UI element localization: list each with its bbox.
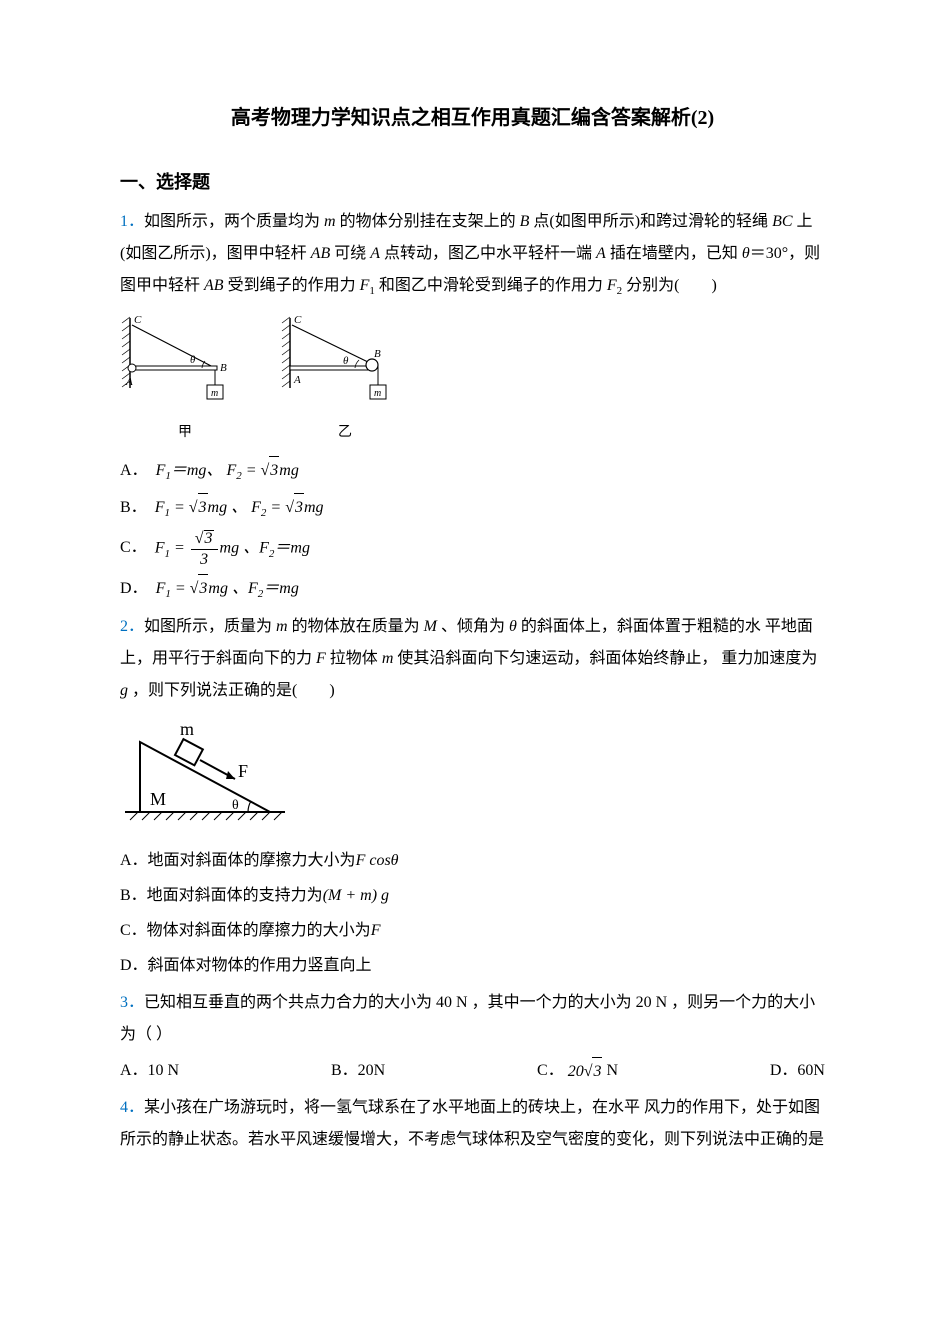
- q1-fig-right-label: 乙: [280, 420, 410, 445]
- diagram-yi-icon: C A θ B m: [280, 313, 410, 408]
- svg-text:θ: θ: [343, 355, 349, 367]
- q1-number: 1．: [120, 213, 144, 230]
- q4-text: 某小孩在广场游玩时，将一氢气球系在了水平地面上的砖块上，在水平 风力的作用下，处…: [120, 1099, 824, 1148]
- q1-fig-left-label: 甲: [120, 420, 250, 445]
- q3-optB: B．20N: [331, 1057, 385, 1087]
- svg-text:A: A: [125, 376, 133, 388]
- q2-t6: 使其沿斜面向下匀速运动，斜面体始终静止， 重力加速度为: [393, 650, 817, 667]
- q1-optB-letter: B．: [120, 494, 147, 523]
- svg-text:m: m: [211, 388, 218, 399]
- q1-options: A． F1＝mg、 F2 = √3mg B． F1 = √3mg 、 F2 = …: [120, 456, 825, 605]
- q1-optA-letter: A．: [120, 457, 148, 486]
- q3-optC: C．20√3 N: [537, 1057, 618, 1087]
- svg-text:θ: θ: [190, 354, 196, 366]
- svg-text:C: C: [134, 314, 142, 326]
- q2-optA-text: A．地面对斜面体的摩擦力大小为: [120, 847, 356, 876]
- svg-text:A: A: [293, 374, 301, 386]
- q4-number: 4．: [120, 1099, 144, 1116]
- question-3: 3．已知相互垂直的两个共点力合力的大小为 40 N ，其中一个力的大小为 20 …: [120, 987, 825, 1051]
- q3-optD: D．60N: [770, 1057, 825, 1087]
- q1-optD: D． F1 = √3mg 、F2＝mg: [120, 574, 825, 605]
- q2-optB: B．地面对斜面体的支持力为 (M + m) g: [120, 882, 825, 911]
- incline-diagram-icon: M θ m F: [120, 717, 290, 827]
- q1-figure-left: C A θ B m 甲: [120, 313, 250, 446]
- svg-text:C: C: [294, 314, 302, 326]
- q3-optA-text: A．10 N: [120, 1057, 179, 1086]
- svg-text:m: m: [180, 719, 194, 739]
- q2-optA: A．地面对斜面体的摩擦力大小为 F cosθ: [120, 847, 825, 876]
- diagram-jia-icon: C A θ B m: [120, 313, 250, 408]
- q1-figure-right: C A θ B m 乙: [280, 313, 410, 446]
- svg-text:θ: θ: [232, 798, 239, 813]
- q2-optB-text: B．地面对斜面体的支持力为: [120, 882, 323, 911]
- q1-t9: 受到绳子的作用力: [224, 277, 360, 294]
- q1-t11: 分别为( ): [622, 277, 717, 294]
- question-4: 4．某小孩在广场游玩时，将一氢气球系在了水平地面上的砖块上，在水平 风力的作用下…: [120, 1092, 825, 1156]
- q1-optC-letter: C．: [120, 534, 147, 563]
- q2-optC: C．物体对斜面体的摩擦力的大小为 F: [120, 917, 825, 946]
- page-title: 高考物理力学知识点之相互作用真题汇编含答案解析(2): [120, 100, 825, 136]
- q1-figures: C A θ B m 甲: [120, 313, 825, 446]
- svg-text:B: B: [220, 362, 227, 374]
- q1-optA: A． F1＝mg、 F2 = √3mg: [120, 456, 825, 487]
- q3-number: 3．: [120, 994, 144, 1011]
- q1-optB: B． F1 = √3mg 、 F2 = √3mg: [120, 493, 825, 524]
- q2-number: 2．: [120, 618, 144, 635]
- q2-t3: 、倾角为: [437, 618, 509, 635]
- question-2: 2．如图所示，质量为 m 的物体放在质量为 M 、倾角为 θ 的斜面体上，斜面体…: [120, 611, 825, 707]
- q3-optC-pre: C．: [537, 1057, 564, 1086]
- q3-optC-post: N: [606, 1057, 618, 1086]
- q2-figure: M θ m F: [120, 717, 825, 838]
- q2-t5: 拉物体: [326, 650, 382, 667]
- q3-optD-text: D．60N: [770, 1057, 825, 1086]
- q1-optC: C． F1 = √33mg 、F2＝mg: [120, 530, 825, 568]
- svg-text:M: M: [150, 789, 166, 809]
- q1-t10: 和图乙中滑轮受到绳子的作用力: [375, 277, 607, 294]
- section-header: 一、选择题: [120, 166, 825, 198]
- q1-t5: 可绕: [330, 245, 370, 262]
- q3-text: 已知相互垂直的两个共点力合力的大小为 40 N ，其中一个力的大小为 20 N …: [120, 994, 815, 1043]
- q3-options: A．10 N B．20N C．20√3 N D．60N: [120, 1057, 825, 1087]
- q2-optD-text: D．斜面体对物体的作用力竖直向上: [120, 952, 372, 981]
- q2-t7: ，则下列说法正确的是( ): [128, 682, 335, 699]
- q2-t1: 如图所示，质量为: [144, 618, 276, 635]
- svg-text:F: F: [238, 761, 248, 781]
- q2-optD: D．斜面体对物体的作用力竖直向上: [120, 952, 825, 981]
- q1-t2: 的物体分别挂在支架上的: [336, 213, 520, 230]
- q3-optA: A．10 N: [120, 1057, 179, 1087]
- q1-t7: 插在墙壁内，已知: [606, 245, 742, 262]
- svg-text:B: B: [374, 348, 381, 360]
- q1-t6: 点转动，图乙中水平轻杆一端: [380, 245, 596, 262]
- q1-optD-letter: D．: [120, 575, 148, 604]
- q1-t1: 如图所示，两个质量均为: [144, 213, 324, 230]
- svg-text:m: m: [374, 388, 381, 399]
- q2-options: A．地面对斜面体的摩擦力大小为 F cosθ B．地面对斜面体的支持力为 (M …: [120, 847, 825, 980]
- q1-t3: 点(如图甲所示)和跨过滑轮的轻绳: [529, 213, 772, 230]
- q2-t2: 的物体放在质量为: [288, 618, 424, 635]
- question-1: 1．如图所示，两个质量均为 m 的物体分别挂在支架上的 B 点(如图甲所示)和跨…: [120, 206, 825, 302]
- q2-optC-text: C．物体对斜面体的摩擦力的大小为: [120, 917, 371, 946]
- q3-optB-text: B．20N: [331, 1057, 385, 1086]
